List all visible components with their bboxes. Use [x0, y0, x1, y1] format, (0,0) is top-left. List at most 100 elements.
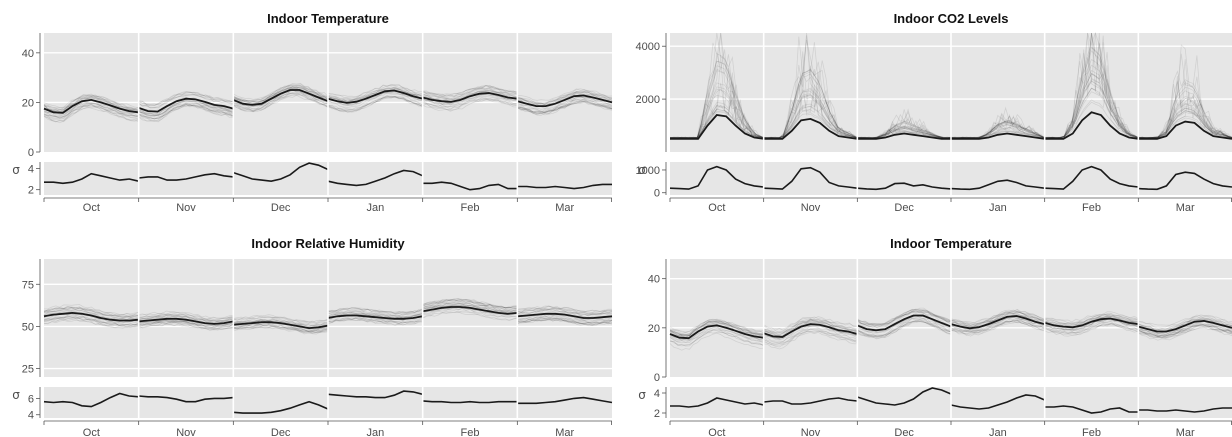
- trace-line: [43, 315, 139, 326]
- trace-line: [43, 310, 139, 319]
- trace-line: [517, 318, 613, 326]
- trace-line: [138, 322, 234, 330]
- trace-line: [950, 317, 1045, 332]
- trace-line: [517, 315, 613, 323]
- trace-line: [517, 314, 613, 322]
- trace-line: [138, 312, 234, 320]
- trace-line: [44, 304, 139, 316]
- x-tick-label: Dec: [894, 427, 914, 437]
- sigma-line-nov: [763, 397, 858, 405]
- trace-line: [950, 308, 1045, 324]
- sigma-tick-label: 1000: [636, 165, 660, 177]
- trace-line: [763, 330, 858, 344]
- trace-line: [327, 92, 423, 107]
- mean-line-jan: [950, 315, 1045, 330]
- trace-line: [763, 321, 858, 336]
- trace-line: [1044, 318, 1139, 332]
- trace-line: [763, 72, 858, 139]
- trace-line: [43, 103, 139, 120]
- trace-line: [138, 93, 234, 109]
- trace-line: [328, 84, 423, 98]
- trace-line: [138, 319, 234, 327]
- trace-line: [422, 87, 518, 99]
- trace-line: [1044, 313, 1139, 325]
- trace-line: [517, 98, 613, 113]
- x-tick-label: Dec: [894, 202, 914, 214]
- trace-line: [233, 325, 329, 334]
- trace-line: [857, 319, 952, 338]
- month-segment-nov: Nov: [138, 310, 234, 437]
- trace-line: [43, 97, 139, 111]
- trace-line: [43, 316, 139, 328]
- trace-line: [1138, 94, 1232, 139]
- trace-line: [857, 308, 952, 325]
- trace-line: [138, 323, 234, 331]
- trace-line: [138, 315, 234, 324]
- trace-line: [138, 314, 234, 324]
- trace-line: [857, 311, 952, 328]
- month-segment-feb: Feb: [1044, 311, 1139, 437]
- x-tick-label: Feb: [461, 202, 480, 214]
- trace-line: [763, 69, 858, 139]
- trace-line: [1044, 31, 1139, 139]
- trace-line: [950, 309, 1045, 327]
- trace-line: [1138, 316, 1232, 331]
- trace-line: [950, 314, 1045, 328]
- sigma-line-dec: [857, 387, 952, 406]
- trace-line: [233, 314, 329, 324]
- trace-line: [1138, 70, 1232, 139]
- trace-line: [857, 123, 952, 139]
- trace-line: [327, 317, 423, 324]
- trace-line: [233, 317, 329, 327]
- trace-line: [1138, 55, 1232, 139]
- chart-title: Indoor Temperature: [890, 236, 1012, 251]
- trace-line: [669, 327, 764, 344]
- sigma-line-mar: [517, 396, 613, 405]
- trace-line: [233, 325, 329, 334]
- trace-line: [422, 86, 518, 99]
- sigma-line-feb: [422, 400, 518, 404]
- mean-line-dec: [857, 132, 951, 140]
- trace-line: [763, 72, 858, 139]
- trace-line: [43, 306, 139, 316]
- trace-line: [517, 316, 613, 324]
- x-tick-label: Mar: [1176, 202, 1195, 214]
- month-segment-feb: Feb: [422, 297, 518, 437]
- trace-line: [669, 32, 764, 139]
- trace-line: [669, 321, 764, 336]
- individual-traces: [857, 108, 952, 139]
- trace-line: [517, 100, 613, 114]
- mean-line-jan: [327, 89, 423, 104]
- x-tick-label: Jan: [989, 427, 1007, 437]
- trace-line: [43, 318, 139, 329]
- trace-line: [950, 315, 1045, 332]
- individual-traces: [517, 88, 613, 116]
- trace-line: [138, 91, 234, 106]
- trace-line: [43, 105, 139, 123]
- trace-line: [233, 325, 329, 334]
- trace-line: [669, 323, 764, 341]
- trace-line: [763, 324, 858, 339]
- trace-line: [517, 101, 613, 114]
- trace-line: [422, 304, 518, 313]
- trace-line: [517, 100, 613, 115]
- trace-line: [43, 104, 139, 118]
- x-tick-label: Nov: [176, 427, 196, 437]
- mean-line-oct: [43, 311, 139, 322]
- trace-line: [138, 320, 234, 329]
- x-tick-label: Jan: [366, 202, 384, 214]
- trace-line: [517, 318, 613, 327]
- trace-line: [327, 88, 423, 102]
- trace-line: [763, 325, 858, 342]
- trace-line: [857, 310, 952, 328]
- trace-line: [517, 98, 613, 114]
- trace-line: [138, 90, 234, 106]
- trace-line: [327, 85, 423, 101]
- trace-line: [233, 92, 329, 112]
- trace-line: [669, 65, 764, 139]
- trace-line: [669, 321, 764, 337]
- trace-line: [517, 307, 613, 315]
- trace-line: [1044, 313, 1139, 324]
- x-tick-label: Feb: [1082, 427, 1101, 437]
- trace-line: [1138, 320, 1232, 336]
